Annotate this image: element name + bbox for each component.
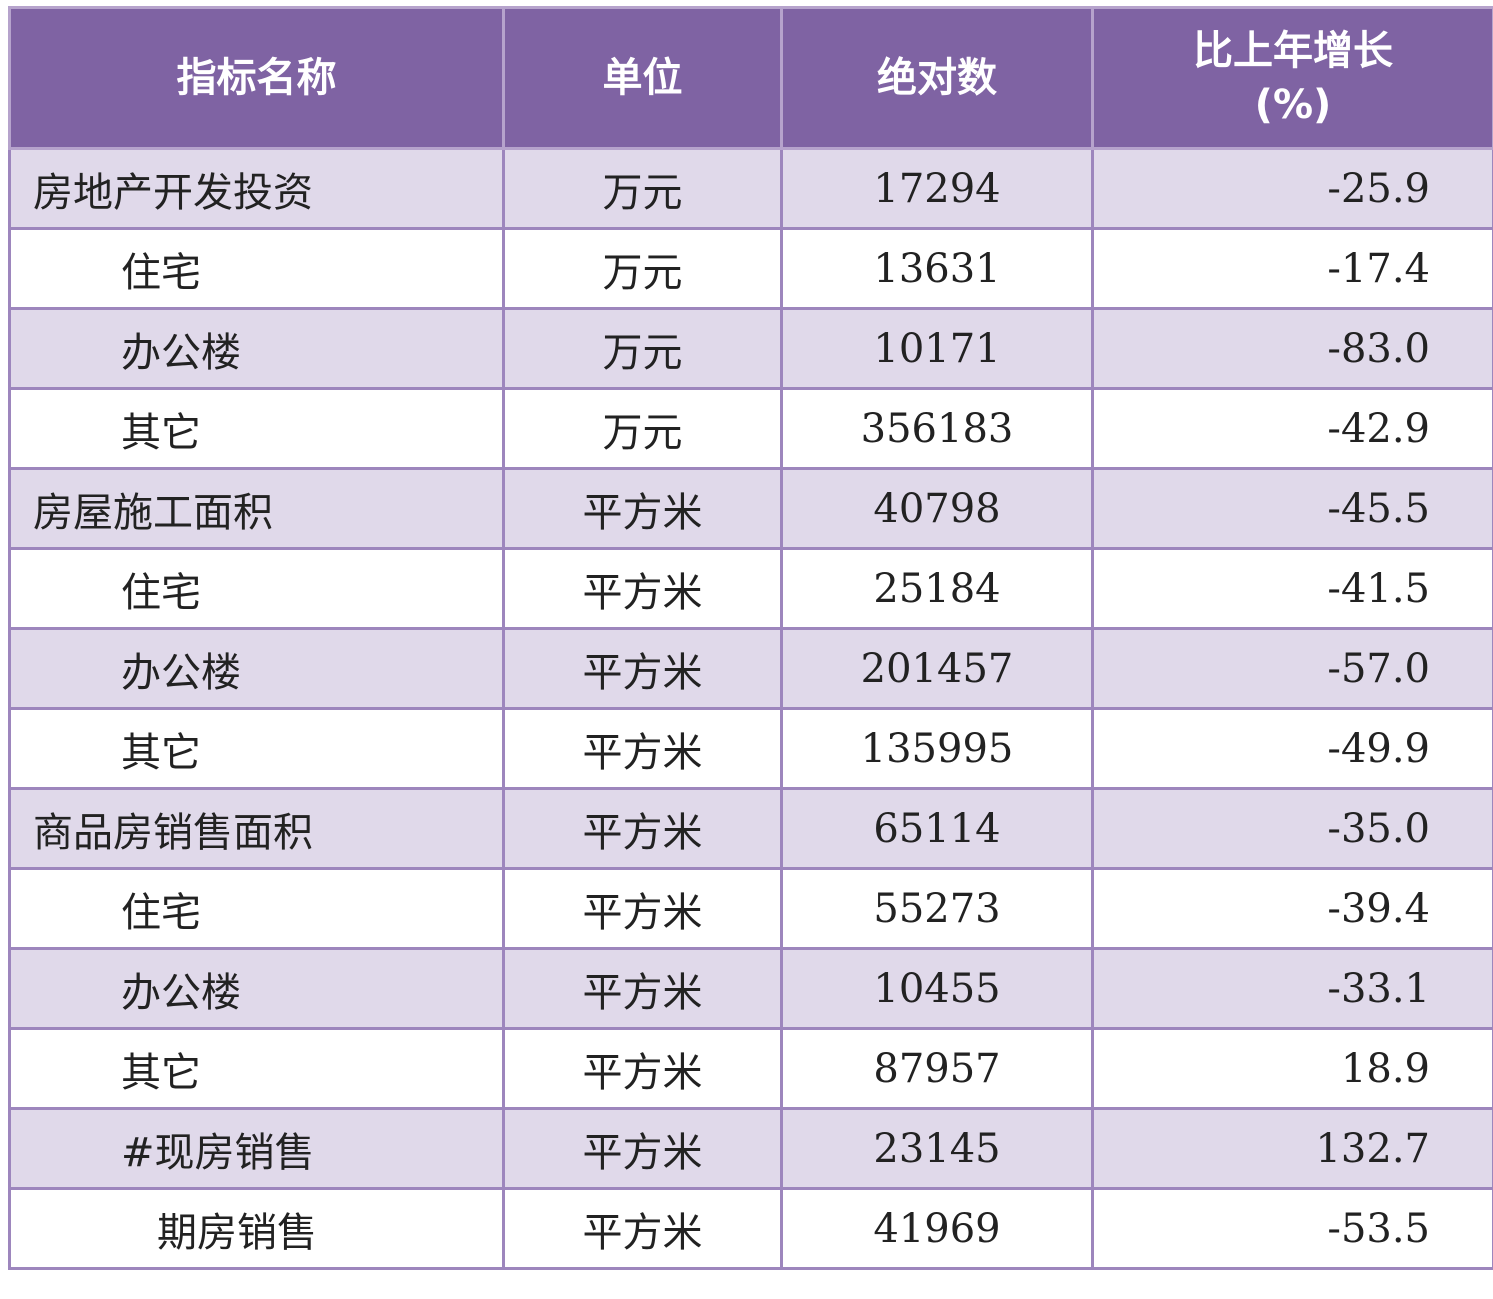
table-row: 办公楼 万元 10171 -83.0 [8,307,1493,390]
cell-unit: 万元 [502,227,783,310]
cell-growth: -42.9 [1091,387,1493,470]
cell-unit: 平方米 [502,1187,783,1270]
cell-indicator-name: 办公楼 [8,947,505,1030]
data-table-container: 指标名称 单位 绝对数 比上年增长 (%) 房地产开发投资 万元 17294 -25.… [8,6,1493,1270]
cell-absolute-value: 10455 [780,947,1094,1030]
cell-indicator-name: 商品房销售面积 [8,787,505,870]
cell-indicator-name: 其它 [8,387,505,470]
cell-unit: 平方米 [502,467,783,550]
cell-growth: -41.5 [1091,547,1493,630]
cell-absolute-value: 25184 [780,547,1094,630]
cell-unit: 平方米 [502,1027,783,1110]
cell-absolute-value: 201457 [780,627,1094,710]
cell-unit: 万元 [502,147,783,230]
cell-growth: -39.4 [1091,867,1493,950]
table-row: 房屋施工面积 平方米 40798 -45.5 [8,467,1493,550]
header-row: 指标名称 单位 绝对数 比上年增长 (%) [8,6,1493,150]
cell-growth: -57.0 [1091,627,1493,710]
cell-absolute-value: 10171 [780,307,1094,390]
cell-unit: 平方米 [502,947,783,1030]
table-row: 办公楼 平方米 10455 -33.1 [8,947,1493,1030]
cell-indicator-name: #现房销售 [8,1107,505,1190]
cell-growth: 132.7 [1091,1107,1493,1190]
table-row: 其它 平方米 87957 18.9 [8,1027,1493,1110]
cell-growth: -49.9 [1091,707,1493,790]
cell-unit: 平方米 [502,707,783,790]
cell-indicator-name: 住宅 [8,227,505,310]
cell-unit: 万元 [502,387,783,470]
table-header: 指标名称 单位 绝对数 比上年增长 (%) [8,6,1493,150]
cell-unit: 万元 [502,307,783,390]
cell-absolute-value: 356183 [780,387,1094,470]
header-indicator-name: 指标名称 [8,6,505,150]
table-row: 其它 平方米 135995 -49.9 [8,707,1493,790]
real-estate-table: 指标名称 单位 绝对数 比上年增长 (%) 房地产开发投资 万元 17294 -25.… [8,6,1493,1270]
table-row: 商品房销售面积 平方米 65114 -35.0 [8,787,1493,870]
cell-unit: 平方米 [502,547,783,630]
cell-absolute-value: 87957 [780,1027,1094,1110]
header-growth-line1: 比上年增长 [1193,28,1393,74]
cell-indicator-name: 期房销售 [8,1187,505,1270]
cell-absolute-value: 13631 [780,227,1094,310]
cell-absolute-value: 17294 [780,147,1094,230]
header-growth: 比上年增长 (%) [1091,6,1493,150]
table-row: #现房销售 平方米 23145 132.7 [8,1107,1493,1190]
table-row: 住宅 平方米 55273 -39.4 [8,867,1493,950]
table-row: 住宅 万元 13631 -17.4 [8,227,1493,310]
cell-growth: -17.4 [1091,227,1493,310]
cell-indicator-name: 住宅 [8,867,505,950]
table-row: 房地产开发投资 万元 17294 -25.9 [8,147,1493,230]
cell-indicator-name: 其它 [8,1027,505,1110]
cell-indicator-name: 住宅 [8,547,505,630]
cell-unit: 平方米 [502,1107,783,1190]
cell-growth: -33.1 [1091,947,1493,1030]
cell-unit: 平方米 [502,867,783,950]
cell-growth: -25.9 [1091,147,1493,230]
cell-unit: 平方米 [502,787,783,870]
cell-indicator-name: 办公楼 [8,627,505,710]
cell-unit: 平方米 [502,627,783,710]
cell-indicator-name: 房屋施工面积 [8,467,505,550]
header-unit: 单位 [502,6,783,150]
cell-absolute-value: 23145 [780,1107,1094,1190]
table-row: 其它 万元 356183 -42.9 [8,387,1493,470]
cell-growth: -45.5 [1091,467,1493,550]
cell-growth: 18.9 [1091,1027,1493,1110]
header-growth-line2: (%) [1254,82,1332,128]
cell-growth: -53.5 [1091,1187,1493,1270]
header-absolute-value: 绝对数 [780,6,1094,150]
cell-absolute-value: 41969 [780,1187,1094,1270]
table-row: 办公楼 平方米 201457 -57.0 [8,627,1493,710]
cell-absolute-value: 135995 [780,707,1094,790]
table-row: 期房销售 平方米 41969 -53.5 [8,1187,1493,1270]
table-body: 房地产开发投资 万元 17294 -25.9 住宅 万元 13631 -17.4 办公楼 万元 10… [8,147,1493,1270]
cell-growth: -83.0 [1091,307,1493,390]
cell-absolute-value: 40798 [780,467,1094,550]
table-row: 住宅 平方米 25184 -41.5 [8,547,1493,630]
cell-indicator-name: 房地产开发投资 [8,147,505,230]
cell-absolute-value: 55273 [780,867,1094,950]
cell-indicator-name: 其它 [8,707,505,790]
cell-indicator-name: 办公楼 [8,307,505,390]
cell-absolute-value: 65114 [780,787,1094,870]
cell-growth: -35.0 [1091,787,1493,870]
